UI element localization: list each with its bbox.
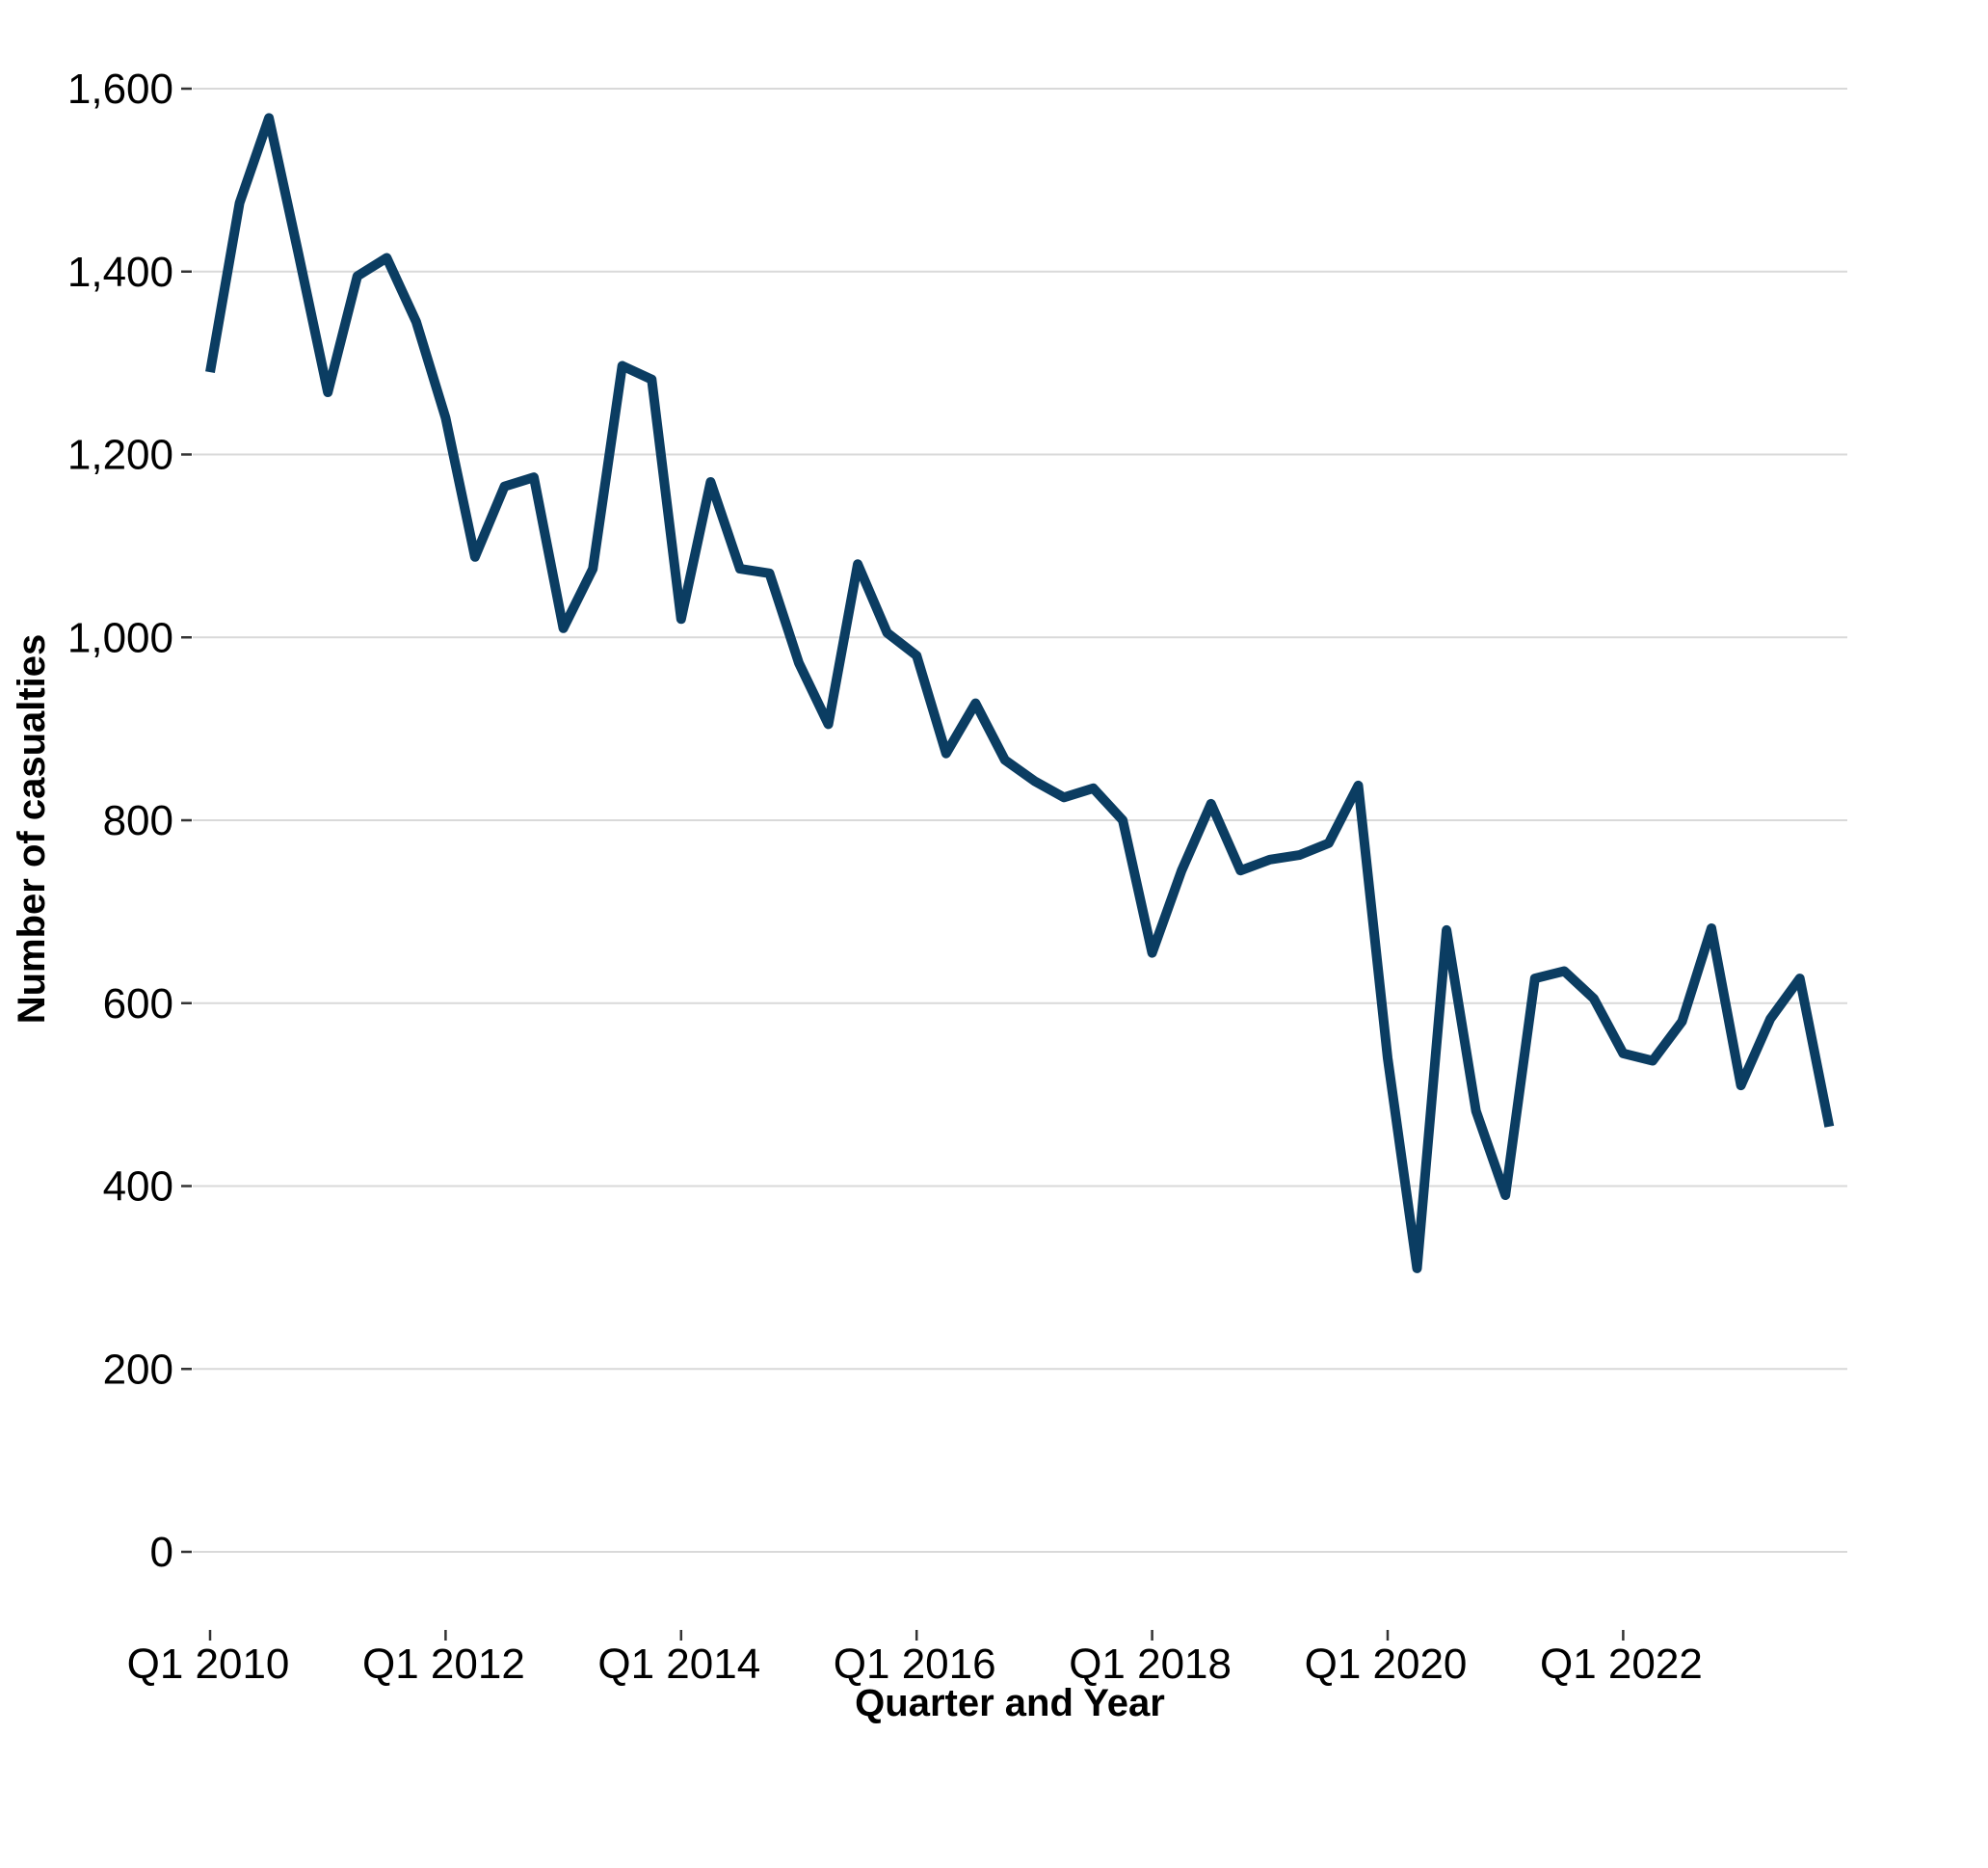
data-point <box>1063 796 1065 798</box>
data-point <box>504 486 506 488</box>
x-tick-label: Q1 2016 <box>834 1641 996 1688</box>
x-tick-label: Q1 2014 <box>597 1641 760 1688</box>
x-tick-label: Q1 2010 <box>127 1641 290 1688</box>
data-point <box>533 476 535 478</box>
x-tick-label: Q1 2022 <box>1540 1641 1703 1688</box>
data-point <box>650 379 652 381</box>
y-tick-label: 0 <box>150 1529 173 1576</box>
data-point <box>592 568 594 570</box>
data-point <box>1475 1110 1477 1112</box>
data-point <box>385 257 387 259</box>
data-point <box>268 117 270 119</box>
x-axis: Q1 2010 Q1 2012 Q1 2014 Q1 2016 Q1 2018 Q1 20… <box>127 1630 1703 1688</box>
data-point <box>798 662 800 664</box>
y-tick-label: 400 <box>103 1163 173 1211</box>
data-point <box>739 568 741 570</box>
data-point <box>1180 869 1182 871</box>
data-point <box>1740 1084 1742 1086</box>
data-point <box>768 573 770 574</box>
data-point <box>945 753 947 755</box>
x-axis-title: Quarter and Year <box>855 1682 1165 1724</box>
data-point <box>327 391 329 393</box>
y-axis-title: Number of casualties <box>11 634 53 1025</box>
data-point <box>1769 1018 1771 1020</box>
data-point <box>680 618 682 620</box>
data-point <box>1534 977 1536 979</box>
data-point <box>444 417 446 419</box>
data-point <box>1298 854 1300 856</box>
gridlines <box>193 88 1847 1553</box>
data-point <box>857 563 859 565</box>
data-point <box>1445 929 1447 931</box>
data-point <box>1004 759 1006 761</box>
data-point <box>1210 803 1212 805</box>
data-point <box>622 364 623 366</box>
y-tick-label: 200 <box>103 1346 173 1393</box>
data-point <box>709 481 711 483</box>
data-point <box>1328 842 1330 844</box>
data-point <box>1269 859 1271 861</box>
data-point <box>1357 785 1359 787</box>
data-point <box>1033 780 1035 782</box>
data-point <box>415 321 417 323</box>
series-layer <box>205 113 1835 1273</box>
data-point <box>915 654 917 656</box>
data-point <box>239 202 241 204</box>
data-point <box>1387 1057 1389 1059</box>
data-point <box>1417 1268 1418 1269</box>
y-tick-label: 1,200 <box>67 432 173 479</box>
x-tick-label: Q1 2020 <box>1305 1641 1468 1688</box>
data-point <box>474 556 476 558</box>
data-point <box>1682 1021 1683 1023</box>
y-tick-label: 600 <box>103 980 173 1027</box>
data-point <box>209 371 211 373</box>
data-point <box>1239 869 1241 871</box>
y-axis: 0 200 400 600 800 1,000 1,200 1,400 1,600 <box>67 66 192 1576</box>
x-tick-label: Q1 2012 <box>362 1641 525 1688</box>
data-point <box>828 723 830 725</box>
data-point <box>1828 1126 1830 1128</box>
data-point <box>357 275 358 277</box>
data-point <box>1563 971 1565 973</box>
y-tick-label: 1,400 <box>67 249 173 296</box>
data-point <box>1152 952 1153 954</box>
data-point <box>1122 819 1124 821</box>
data-point <box>1799 977 1801 979</box>
series-line <box>205 113 1835 1273</box>
data-point <box>1504 1194 1506 1196</box>
y-tick-label: 1,600 <box>67 66 173 113</box>
data-point <box>1593 998 1595 1000</box>
data-point <box>974 703 976 705</box>
data-point <box>1622 1053 1624 1054</box>
data-point <box>298 253 300 254</box>
data-point <box>1093 787 1095 789</box>
y-tick-label: 800 <box>103 797 173 844</box>
x-tick-label: Q1 2018 <box>1069 1641 1232 1688</box>
data-point <box>887 632 888 634</box>
data-point <box>1710 927 1712 929</box>
y-tick-label: 1,000 <box>67 614 173 661</box>
data-point <box>563 627 565 629</box>
data-point <box>1652 1060 1654 1062</box>
